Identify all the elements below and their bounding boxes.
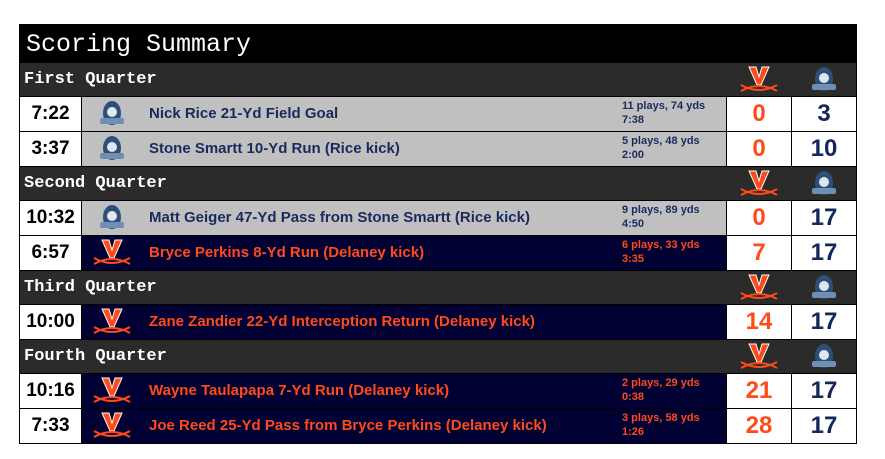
scoring-play-row: 10:16 Wayne Taulapapa 7-Yd Run (Delaney … (20, 373, 856, 408)
play-time: 6:57 (20, 236, 82, 270)
drive-summary: 6 plays, 33 yds 3:35 (622, 236, 726, 270)
play-description: Stone Smartt 10-Yd Run (Rice kick) (141, 132, 622, 166)
odu-logo-icon (791, 340, 856, 373)
drive-plays-yards: 11 plays, 74 yds (622, 100, 706, 112)
uva-logo-icon (82, 374, 141, 408)
drive-time: 7:38 (622, 114, 645, 126)
drive-plays-yards: 5 plays, 48 yds (622, 135, 700, 147)
odu-logo-icon (791, 271, 856, 304)
drive-summary: 3 plays, 58 yds 1:26 (622, 409, 726, 443)
drive-summary: 11 plays, 74 yds 7:38 (622, 97, 726, 131)
quarter-label: First Quarter (24, 70, 157, 89)
drive-plays-yards: 9 plays, 89 yds (622, 204, 700, 216)
uva-logo-icon (726, 63, 791, 96)
drive-time: 2:00 (622, 149, 645, 161)
uva-score: 7 (726, 236, 791, 270)
odu-logo-icon (791, 167, 856, 200)
quarter-label: Fourth Quarter (24, 347, 167, 366)
odu-logo-icon (82, 201, 141, 235)
scoring-play-row: 7:33 Joe Reed 25-Yd Pass from Bryce Perk… (20, 408, 856, 443)
uva-score: 14 (726, 305, 791, 339)
scoring-play-row: 10:00 Zane Zandier 22-Yd Interception Re… (20, 304, 856, 339)
drive-plays-yards: 6 plays, 33 yds (622, 239, 700, 251)
drive-summary: 9 plays, 89 yds 4:50 (622, 201, 726, 235)
uva-score: 28 (726, 409, 791, 443)
uva-logo-icon (726, 167, 791, 200)
uva-logo-icon (82, 409, 141, 443)
scoring-play-row: 7:22 Nick Rice 21-Yd Field Goal 11 plays… (20, 96, 856, 131)
scoring-summary-table: Scoring Summary First Quarter 7:22 Nick … (19, 24, 857, 444)
quarter-label: Third Quarter (24, 278, 157, 297)
quarter-label: Second Quarter (24, 174, 167, 193)
play-time: 3:37 (20, 132, 82, 166)
play-description: Bryce Perkins 8-Yd Run (Delaney kick) (141, 236, 622, 270)
odu-score: 3 (791, 97, 856, 131)
uva-score: 0 (726, 97, 791, 131)
uva-logo-icon (726, 271, 791, 304)
drive-summary: 2 plays, 29 yds 0:38 (622, 374, 726, 408)
odu-score: 17 (791, 409, 856, 443)
drive-plays-yards: 3 plays, 58 yds (622, 412, 700, 424)
scoring-play-row: 10:32 Matt Geiger 47-Yd Pass from Stone … (20, 200, 856, 235)
quarter-header: Fourth Quarter (20, 339, 856, 373)
odu-score: 17 (791, 374, 856, 408)
odu-score: 17 (791, 201, 856, 235)
drive-time: 1:26 (622, 426, 645, 438)
odu-score: 17 (791, 236, 856, 270)
odu-logo-icon (82, 132, 141, 166)
uva-score: 21 (726, 374, 791, 408)
uva-logo-icon (82, 236, 141, 270)
quarter-header: Third Quarter (20, 270, 856, 304)
play-description: Zane Zandier 22-Yd Interception Return (… (141, 305, 622, 339)
drive-time: 4:50 (622, 218, 645, 230)
play-description: Wayne Taulapapa 7-Yd Run (Delaney kick) (141, 374, 622, 408)
odu-score: 17 (791, 305, 856, 339)
play-description: Joe Reed 25-Yd Pass from Bryce Perkins (… (141, 409, 622, 443)
drive-plays-yards: 2 plays, 29 yds (622, 377, 700, 389)
scoring-play-row: 6:57 Bryce Perkins 8-Yd Run (Delaney kic… (20, 235, 856, 270)
drive-summary (622, 305, 726, 339)
drive-time: 0:38 (622, 391, 645, 403)
play-description: Matt Geiger 47-Yd Pass from Stone Smartt… (141, 201, 622, 235)
uva-score: 0 (726, 201, 791, 235)
scoring-play-row: 3:37 Stone Smartt 10-Yd Run (Rice kick) … (20, 131, 856, 166)
play-time: 7:33 (20, 409, 82, 443)
play-time: 10:00 (20, 305, 82, 339)
drive-summary: 5 plays, 48 yds 2:00 (622, 132, 726, 166)
play-description: Nick Rice 21-Yd Field Goal (141, 97, 622, 131)
table-title: Scoring Summary (20, 25, 856, 62)
odu-logo-icon (791, 63, 856, 96)
odu-logo-icon (82, 97, 141, 131)
uva-score: 0 (726, 132, 791, 166)
play-time: 10:32 (20, 201, 82, 235)
uva-logo-icon (82, 305, 141, 339)
quarter-header: First Quarter (20, 62, 856, 96)
odu-score: 10 (791, 132, 856, 166)
play-time: 10:16 (20, 374, 82, 408)
drive-time: 3:35 (622, 253, 645, 265)
quarter-header: Second Quarter (20, 166, 856, 200)
uva-logo-icon (726, 340, 791, 373)
play-time: 7:22 (20, 97, 82, 131)
